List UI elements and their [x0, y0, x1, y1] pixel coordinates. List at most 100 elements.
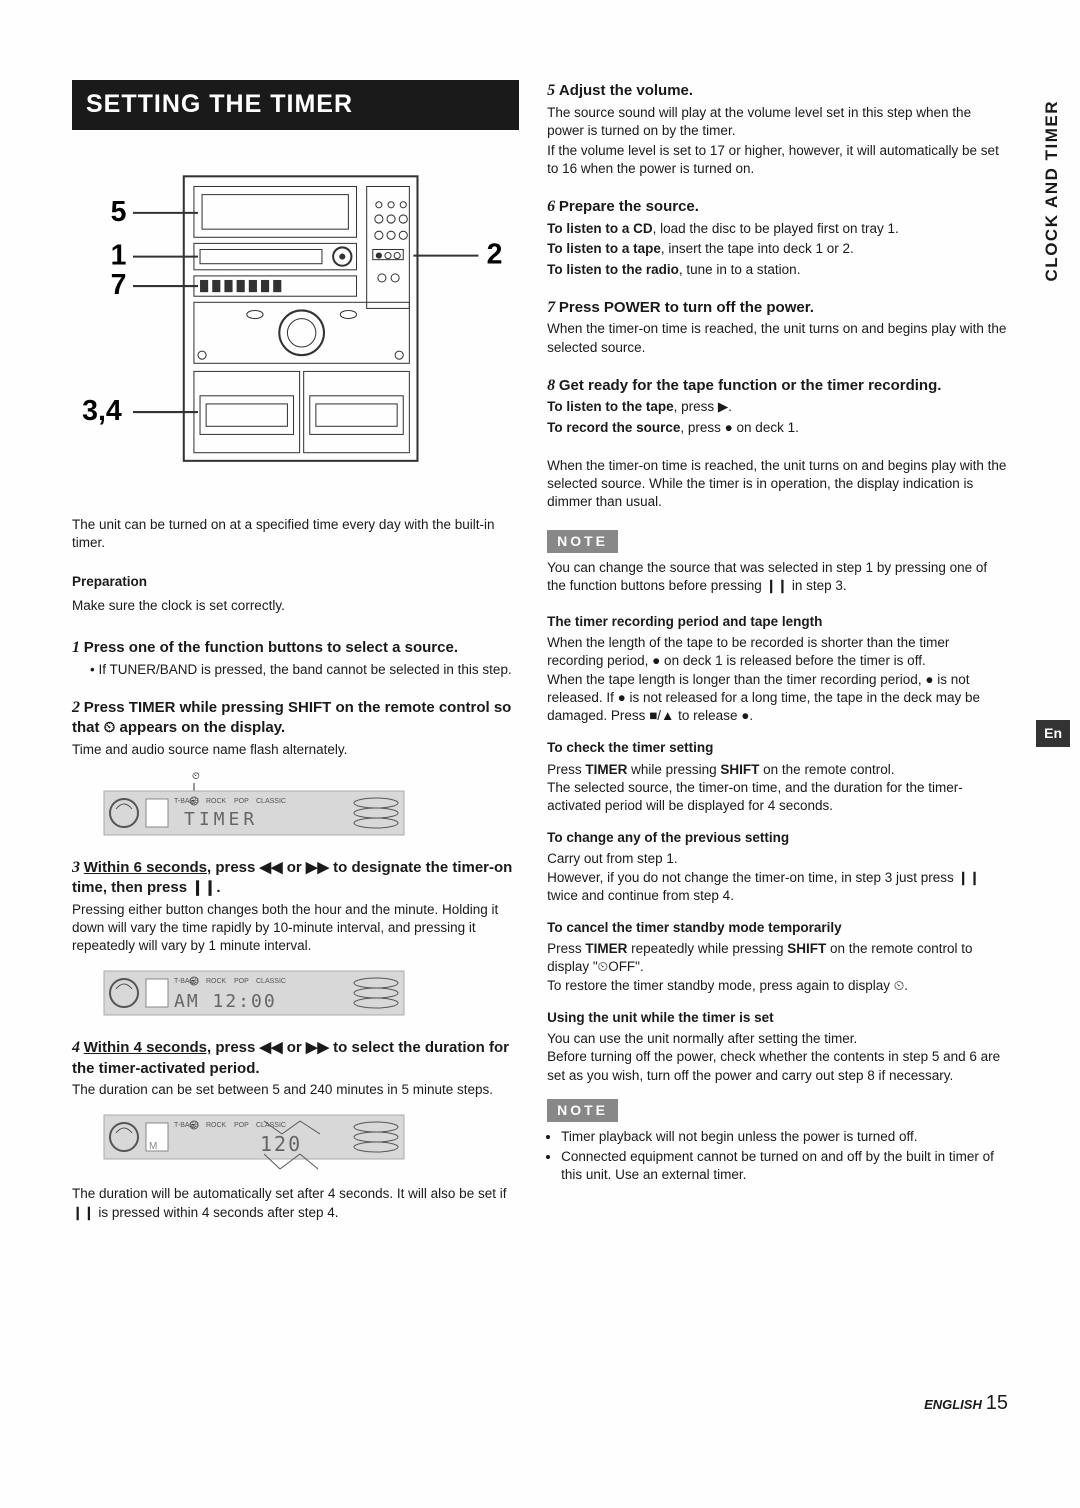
- sec4-p1c: repeatedly while pressing: [627, 941, 787, 956]
- sec5-p1: You can use the unit normally after sett…: [547, 1030, 1008, 1048]
- sec1-heading: The timer recording period and tape leng…: [547, 613, 1008, 631]
- page-title: SETTING THE TIMER: [72, 80, 519, 130]
- note-2-list: Timer playback will not begin unless the…: [547, 1128, 1008, 1185]
- svg-text:TIMER: TIMER: [184, 809, 258, 830]
- step-4-body: The duration can be set between 5 and 24…: [72, 1081, 519, 1099]
- svg-text:POP: POP: [234, 798, 249, 805]
- preparation-heading: Preparation: [72, 573, 519, 591]
- svg-text:⏲: ⏲: [192, 771, 200, 782]
- step-7: 7 Press POWER to turn off the power. Whe…: [547, 297, 1008, 357]
- step-8-l2a: To record the source: [547, 420, 680, 435]
- step-3-num: 3: [72, 859, 80, 876]
- note-2-item-1: Timer playback will not begin unless the…: [561, 1128, 1008, 1146]
- section-recording-period: The timer recording period and tape leng…: [547, 613, 1008, 725]
- sec4-p2: To restore the timer standby mode, press…: [547, 977, 1008, 995]
- sec3-p1: Carry out from step 1.: [547, 850, 1008, 868]
- language-badge: En: [1036, 720, 1070, 747]
- sec1-p1: When the length of the tape to be record…: [547, 634, 1008, 670]
- step-7-title: Press POWER to turn off the power.: [559, 299, 814, 316]
- diagram-label-7: 7: [111, 269, 127, 301]
- svg-text:ROCK: ROCK: [206, 798, 227, 805]
- sec5-heading: Using the unit while the timer is set: [547, 1009, 1008, 1027]
- stereo-diagram: 5 1 7 3,4 2: [72, 156, 519, 486]
- sec4-heading: To cancel the timer standby mode tempora…: [547, 919, 1008, 937]
- step-7-body: When the timer-on time is reached, the u…: [547, 320, 1008, 356]
- step-8: 8 Get ready for the tape function or the…: [547, 375, 1008, 512]
- note-2-item-2: Connected equipment cannot be turned on …: [561, 1148, 1008, 1184]
- intro-text: The unit can be turned on at a specified…: [72, 516, 519, 552]
- step-6-l2a: To listen to a tape: [547, 241, 661, 256]
- diagram-label-5: 5: [111, 196, 127, 228]
- svg-text:120: 120: [260, 1132, 302, 1156]
- step-8-body: When the timer-on time is reached, the u…: [547, 457, 1008, 512]
- step-3: 3 Within 6 seconds, press ◀◀ or ▶▶ to de…: [72, 857, 519, 1020]
- side-tab-label: CLOCK AND TIMER: [1041, 100, 1064, 281]
- step-2-body: Time and audio source name flash alterna…: [72, 741, 519, 759]
- sec3-heading: To change any of the previous setting: [547, 829, 1008, 847]
- svg-text:POP: POP: [234, 1122, 249, 1129]
- step-4-num: 4: [72, 1039, 80, 1056]
- svg-text:⏲: ⏲: [191, 800, 196, 806]
- section-using-unit: Using the unit while the timer is set Yo…: [547, 1009, 1008, 1085]
- section-change-setting: To change any of the previous setting Ca…: [547, 829, 1008, 905]
- step-2: 2 Press TIMER while pressing SHIFT on th…: [72, 697, 519, 839]
- step-3-body: Pressing either button changes both the …: [72, 901, 519, 956]
- lcd-display-1: ⏲ T-BASS ⏲ ROCK POP CLASSIC TIMER: [94, 769, 414, 839]
- step-6-l3b: , tune in to a station.: [679, 262, 801, 277]
- section-check-timer: To check the timer setting Press TIMER w…: [547, 739, 1008, 815]
- step-3-title-underline: Within 6 seconds,: [84, 859, 211, 876]
- step-5-body2: If the volume level is set to 17 or high…: [547, 142, 1008, 178]
- footer-page-number: 15: [986, 1392, 1008, 1414]
- lcd-display-2: T-BASS ⏲ ROCK POP CLASSIC AM 12:00: [94, 965, 414, 1019]
- sec2-p1c: while pressing: [627, 762, 720, 777]
- step-6-l2b: , insert the tape into deck 1 or 2.: [661, 241, 854, 256]
- step-5: 5 Adjust the volume. The source sound wi…: [547, 80, 1008, 178]
- step-1-title: Press one of the function buttons to sel…: [84, 639, 458, 656]
- step-6-l1a: To listen to a CD: [547, 221, 653, 236]
- section-cancel-standby: To cancel the timer standby mode tempora…: [547, 919, 1008, 995]
- step-1-num: 1: [72, 639, 80, 656]
- step-2-num: 2: [72, 699, 80, 716]
- sec2-p1a: Press: [547, 762, 585, 777]
- sec2-p1b: TIMER: [585, 762, 627, 777]
- step-7-num: 7: [547, 299, 555, 316]
- step-6-num: 6: [547, 198, 555, 215]
- step-5-body: The source sound will play at the volume…: [547, 104, 1008, 140]
- step-6-title: Prepare the source.: [559, 198, 699, 215]
- svg-text:M: M: [149, 1141, 157, 1152]
- sec5-p2: Before turning off the power, check whet…: [547, 1048, 1008, 1084]
- diagram-label-34: 3,4: [82, 395, 122, 427]
- note-label-2: NOTE: [547, 1099, 618, 1122]
- step-4-title-underline: Within 4 seconds,: [84, 1039, 211, 1056]
- sec4-p1a: Press: [547, 941, 585, 956]
- svg-text:ROCK: ROCK: [206, 1122, 227, 1129]
- sec2-p2: The selected source, the timer-on time, …: [547, 779, 1008, 815]
- step-4-body2: The duration will be automatically set a…: [72, 1185, 519, 1221]
- footer-language: ENGLISH: [924, 1397, 982, 1412]
- step-6-l3a: To listen to the radio: [547, 262, 679, 277]
- svg-text:CLASSIC: CLASSIC: [256, 798, 286, 805]
- svg-text:CLASSIC: CLASSIC: [256, 978, 286, 985]
- svg-text:AM 12:00: AM 12:00: [174, 991, 277, 1012]
- step-5-num: 5: [547, 82, 555, 99]
- sec1-p2: When the tape length is longer than the …: [547, 671, 1008, 726]
- note-label-1: NOTE: [547, 530, 618, 553]
- diagram-label-1: 1: [111, 239, 127, 271]
- step-5-title: Adjust the volume.: [559, 82, 693, 99]
- step-2-title: Press TIMER while pressing SHIFT on the …: [72, 699, 511, 737]
- sec2-p1d: SHIFT: [720, 762, 759, 777]
- note-1-body: You can change the source that was selec…: [547, 559, 1008, 595]
- svg-text:⏲: ⏲: [191, 1124, 196, 1130]
- sec2-heading: To check the timer setting: [547, 739, 1008, 757]
- step-8-l1a: To listen to the tape: [547, 399, 674, 414]
- step-8-l2b: , press ● on deck 1.: [680, 420, 798, 435]
- step-6-l1b: , load the disc to be played first on tr…: [653, 221, 899, 236]
- sec4-p1b: TIMER: [585, 941, 627, 956]
- svg-text:⏲: ⏲: [191, 980, 196, 986]
- step-1-bullet: If TUNER/BAND is pressed, the band canno…: [98, 662, 511, 677]
- diagram-label-2: 2: [487, 238, 503, 270]
- step-8-title: Get ready for the tape function or the t…: [559, 377, 942, 394]
- step-8-num: 8: [547, 377, 555, 394]
- step-8-l1b: , press ▶.: [674, 399, 732, 414]
- sec3-p2: However, if you do not change the timer-…: [547, 869, 1008, 905]
